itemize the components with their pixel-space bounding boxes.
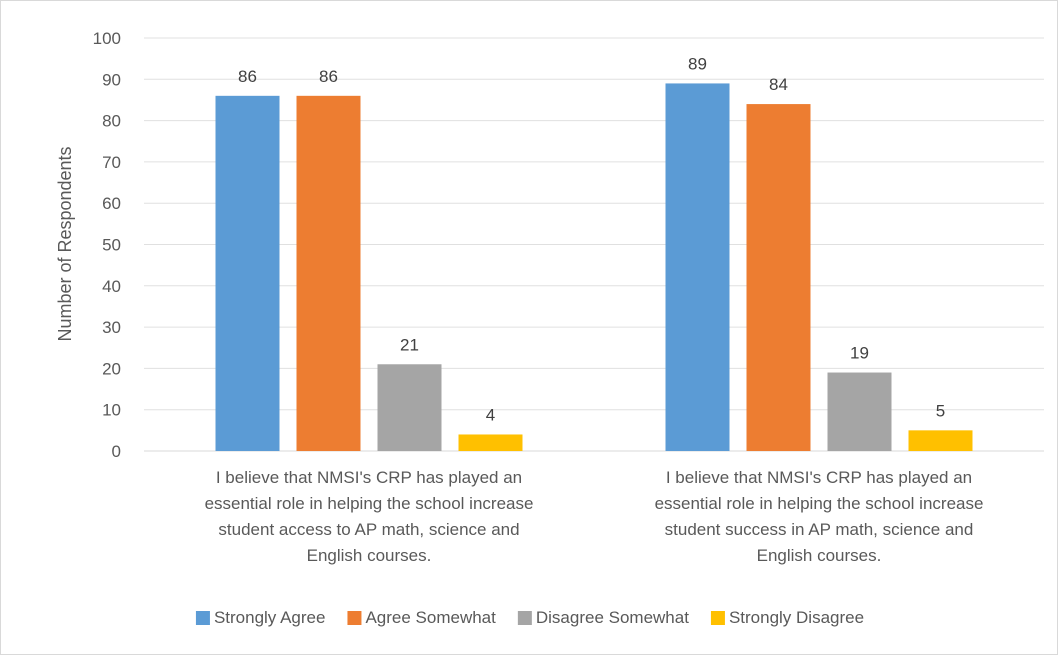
legend-label-2: Agree Somewhat xyxy=(365,608,496,627)
y-tick-0: 0 xyxy=(112,442,121,461)
data-label-2-series-1: 89 xyxy=(688,54,707,73)
y-tick-100: 100 xyxy=(93,29,121,48)
bar-2-series-3 xyxy=(827,372,892,451)
data-label-2-series-4: 5 xyxy=(936,401,945,420)
data-label-1-series-1: 86 xyxy=(238,67,257,86)
legend-item-2: Agree Somewhat xyxy=(347,608,496,627)
bar-1-series-3 xyxy=(377,364,442,451)
legend: Strongly Agree Agree Somewhat Disagree Som… xyxy=(195,608,864,627)
y-tick-80: 80 xyxy=(102,112,121,131)
y-tick-60: 60 xyxy=(102,194,121,213)
data-label-1-series-2: 86 xyxy=(319,67,338,86)
legend-label-4: Strongly Disagree xyxy=(729,608,864,627)
y-tick-30: 30 xyxy=(102,318,121,337)
bar-1-series-1 xyxy=(215,95,280,451)
y-tick-40: 40 xyxy=(102,277,121,296)
legend-swatch-1 xyxy=(195,611,210,625)
data-label-1-series-3: 21 xyxy=(400,335,419,354)
data-label-2-series-2: 84 xyxy=(769,75,788,94)
y-tick-50: 50 xyxy=(102,236,121,255)
data-label-2-series-3: 19 xyxy=(850,344,869,363)
y-axis-ticks: 0 10 20 30 40 50 60 70 80 90 100 xyxy=(93,29,121,461)
legend-swatch-4 xyxy=(710,611,725,625)
y-tick-70: 70 xyxy=(102,153,121,172)
gridlines xyxy=(144,37,1044,452)
bar-2-series-1 xyxy=(665,83,730,452)
legend-item-3: Disagree Somewhat xyxy=(517,608,689,627)
bar-2-series-4 xyxy=(908,430,973,451)
category-label-1: I believe that NMSI's CRP has played an e… xyxy=(205,468,534,565)
legend-swatch-2 xyxy=(347,611,362,625)
y-tick-10: 10 xyxy=(102,401,121,420)
category-labels: I believe that NMSI's CRP has played an e… xyxy=(205,468,984,565)
bar-2-series-2 xyxy=(746,104,811,451)
legend-swatch-3 xyxy=(517,611,532,625)
category-label-2: I believe that NMSI's CRP has played an e… xyxy=(655,468,984,565)
data-labels: 86 86 21 4 89 84 19 5 xyxy=(238,54,945,424)
data-label-1-series-4: 4 xyxy=(486,405,495,424)
y-tick-20: 20 xyxy=(102,359,121,378)
legend-label-1: Strongly Agree xyxy=(214,608,326,627)
y-axis-label: Number of Respondents xyxy=(55,146,75,341)
legend-label-3: Disagree Somewhat xyxy=(536,608,689,627)
bar-1-series-4 xyxy=(458,434,523,451)
y-tick-90: 90 xyxy=(102,70,121,89)
bar-1-series-2 xyxy=(296,95,361,451)
legend-item-4: Strongly Disagree xyxy=(710,608,864,627)
bars xyxy=(215,83,973,452)
legend-item-1: Strongly Agree xyxy=(195,608,326,627)
